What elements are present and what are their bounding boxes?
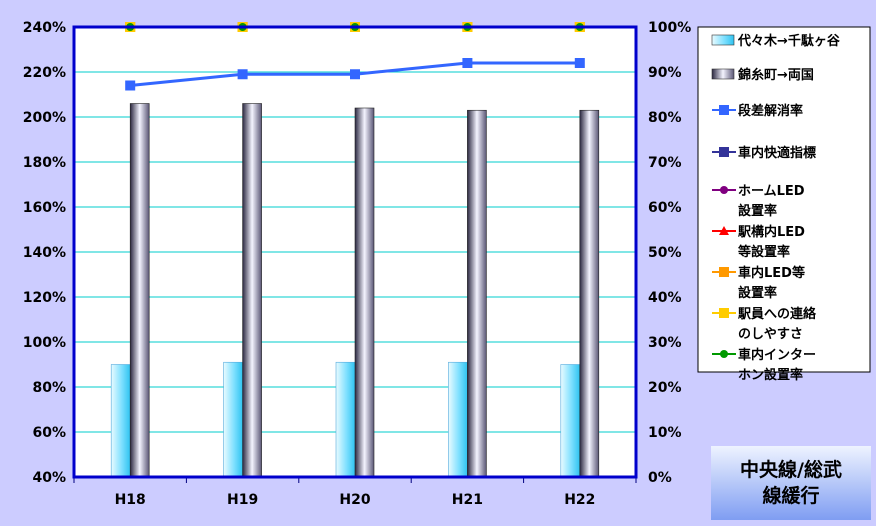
y-left-tick-label: 180% bbox=[23, 155, 66, 171]
series-point-0 bbox=[462, 58, 473, 68]
y-left-tick-label: 220% bbox=[23, 65, 66, 81]
bar-kinshicho bbox=[354, 107, 375, 478]
legend-swatch-marker bbox=[719, 308, 729, 318]
y-right-tick-label: 20% bbox=[648, 380, 682, 396]
bar-kinshicho bbox=[129, 103, 150, 478]
y-left-tick-label: 120% bbox=[23, 290, 66, 306]
legend-label: のしやすさ bbox=[738, 327, 803, 342]
y-right-tick-label: 0% bbox=[648, 470, 672, 486]
legend-swatch bbox=[711, 68, 735, 80]
line-name-badge: 中央線/総武線緩行 bbox=[711, 446, 871, 520]
legend-swatch-marker bbox=[719, 147, 729, 157]
legend-label: 代々木→千駄ヶ谷 bbox=[737, 33, 841, 49]
legend-swatch-marker bbox=[720, 350, 728, 358]
legend-swatch bbox=[711, 34, 735, 46]
legend-label: 駅員への連絡 bbox=[737, 306, 817, 322]
y-right-tick-label: 60% bbox=[648, 200, 682, 216]
bar-kinshicho bbox=[242, 103, 262, 478]
y-left-tick-label: 60% bbox=[32, 425, 66, 441]
x-tick-label: H20 bbox=[339, 492, 370, 508]
legend-swatch-marker bbox=[719, 105, 729, 115]
legend-swatch-marker bbox=[719, 226, 729, 235]
legend-label: 車内インター bbox=[738, 347, 816, 363]
legend-label: ホン設置率 bbox=[738, 367, 803, 383]
bar-yoyogi bbox=[223, 361, 243, 478]
series-point-0 bbox=[237, 69, 248, 80]
legend-label: 錦糸町→両国 bbox=[738, 67, 814, 83]
y-left-tick-label: 80% bbox=[32, 380, 66, 396]
y-left-tick-label: 160% bbox=[23, 200, 66, 216]
y-right-tick-label: 50% bbox=[648, 245, 682, 261]
x-tick-label: H18 bbox=[115, 492, 146, 508]
y-right-tick-label: 90% bbox=[648, 65, 682, 81]
bar-yoyogi bbox=[448, 361, 468, 478]
legend-label: 設置率 bbox=[738, 203, 777, 219]
y-right-tick-label: 30% bbox=[648, 335, 682, 351]
legend-swatch-marker bbox=[719, 267, 729, 277]
y-left-tick-label: 140% bbox=[23, 245, 66, 261]
series-point-0 bbox=[350, 69, 360, 80]
y-left-tick-label: 240% bbox=[23, 20, 66, 36]
legend-swatch-marker bbox=[720, 186, 728, 194]
x-tick-label: H19 bbox=[227, 492, 258, 508]
bar-yoyogi bbox=[335, 361, 356, 478]
y-left-tick-label: 200% bbox=[23, 110, 66, 126]
legend-label: 駅構内LED bbox=[737, 224, 805, 240]
y-right-tick-label: 80% bbox=[648, 110, 682, 126]
bar-kinshicho bbox=[579, 109, 600, 478]
y-right-tick-label: 70% bbox=[648, 155, 682, 171]
y-left-tick-label: 100% bbox=[23, 335, 66, 351]
series-point-0 bbox=[574, 58, 585, 68]
line-name-text: 中央線/総武線緩行 bbox=[740, 459, 842, 507]
y-left-tick-label: 40% bbox=[32, 470, 66, 486]
bar-yoyogi bbox=[110, 364, 131, 478]
y-right-tick-label: 10% bbox=[648, 425, 682, 441]
bar-kinshicho bbox=[467, 109, 487, 478]
legend-label: 車内LED等 bbox=[738, 265, 805, 281]
legend-label: 段差解消率 bbox=[738, 103, 803, 119]
plot-frame bbox=[72, 25, 638, 479]
series-point-0 bbox=[125, 80, 136, 91]
legend-label: 等設置率 bbox=[737, 244, 790, 260]
legend-label: ホームLED bbox=[738, 184, 805, 199]
legend-label: 車内快適指標 bbox=[738, 145, 816, 161]
bar-yoyogi bbox=[560, 364, 581, 478]
y-right-tick-label: 40% bbox=[648, 290, 682, 306]
legend-label: 設置率 bbox=[738, 285, 777, 301]
x-tick-label: H21 bbox=[452, 492, 483, 508]
y-right-tick-label: 100% bbox=[648, 20, 691, 36]
x-tick-label: H22 bbox=[564, 492, 595, 508]
